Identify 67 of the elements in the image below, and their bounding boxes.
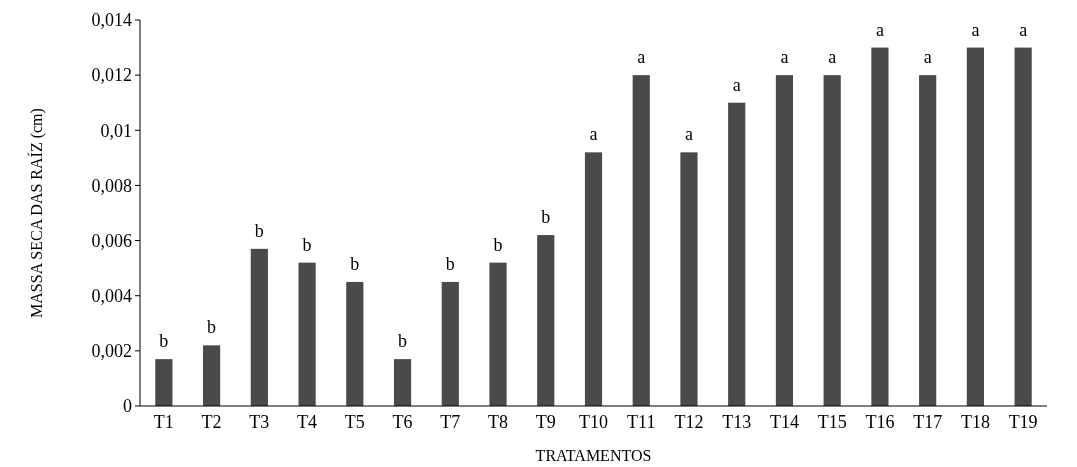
bar — [919, 75, 937, 406]
annotation: a — [732, 74, 741, 95]
x-tick-label: T14 — [769, 412, 799, 432]
bar — [298, 262, 316, 406]
x-tick-label: T12 — [674, 412, 704, 432]
x-tick-label: T16 — [865, 412, 895, 432]
annotation: b — [350, 253, 360, 274]
annotation: a — [589, 124, 598, 145]
x-tick-label: T15 — [817, 412, 847, 432]
annotation: b — [207, 317, 217, 338]
bar — [823, 75, 841, 406]
bar — [537, 235, 555, 406]
y-tick-label: 0,008 — [91, 175, 132, 196]
bar — [728, 102, 746, 406]
bar — [250, 248, 268, 406]
annotation: b — [541, 207, 551, 228]
annotation: b — [159, 331, 169, 352]
x-tick-label: T1 — [153, 412, 174, 432]
bar — [203, 345, 221, 406]
y-axis-title: MASSA SECA DAS RAÍZ (cm) — [27, 108, 46, 318]
x-tick-label: T10 — [579, 412, 608, 432]
x-tick-label: T2 — [201, 412, 222, 432]
x-tick-label: T13 — [722, 412, 752, 432]
bar — [584, 152, 603, 406]
x-tick-label: T7 — [440, 412, 461, 432]
x-tick-label: T17 — [913, 412, 943, 432]
bar — [155, 359, 173, 406]
y-tick-label: 0,006 — [91, 230, 132, 251]
annotation: b — [493, 234, 503, 255]
annotation: a — [971, 19, 980, 40]
x-tick-label: T9 — [535, 412, 556, 432]
annotation: a — [1019, 19, 1028, 40]
x-tick-label: T8 — [488, 412, 509, 432]
bar — [441, 281, 459, 406]
x-tick-label: T19 — [1008, 412, 1038, 432]
annotation: a — [923, 47, 932, 68]
annotation: a — [875, 19, 884, 40]
bar — [393, 359, 412, 406]
x-tick-label: T6 — [392, 412, 413, 432]
annotation: a — [637, 47, 646, 68]
annotation: a — [684, 124, 693, 145]
y-tick-label: 0,01 — [100, 120, 132, 141]
bar — [346, 281, 364, 406]
y-tick-label: 0,014 — [91, 10, 132, 31]
annotation: b — [302, 234, 312, 255]
x-tick-label: T18 — [960, 412, 990, 432]
bar — [489, 262, 507, 406]
y-tick-label: 0,012 — [91, 65, 132, 86]
x-axis-title: TRATAMENTOS — [535, 447, 652, 464]
bar — [1014, 47, 1032, 406]
y-tick-label: 0 — [123, 396, 132, 417]
bar — [680, 152, 698, 406]
y-tick-label: 0,002 — [91, 341, 132, 362]
x-tick-label: T11 — [627, 412, 656, 432]
bar — [871, 47, 889, 406]
annotation: b — [254, 220, 264, 241]
x-tick-label: T3 — [249, 412, 270, 432]
annotation: b — [445, 253, 455, 274]
x-tick-label: T5 — [344, 412, 365, 432]
bar — [775, 75, 794, 406]
y-tick-label: 0,004 — [91, 286, 132, 307]
x-tick-label: T4 — [297, 412, 318, 432]
bar — [966, 47, 984, 406]
annotation: b — [398, 331, 408, 352]
bar — [632, 75, 650, 406]
annotation: a — [828, 47, 837, 68]
annotation: a — [780, 47, 789, 68]
